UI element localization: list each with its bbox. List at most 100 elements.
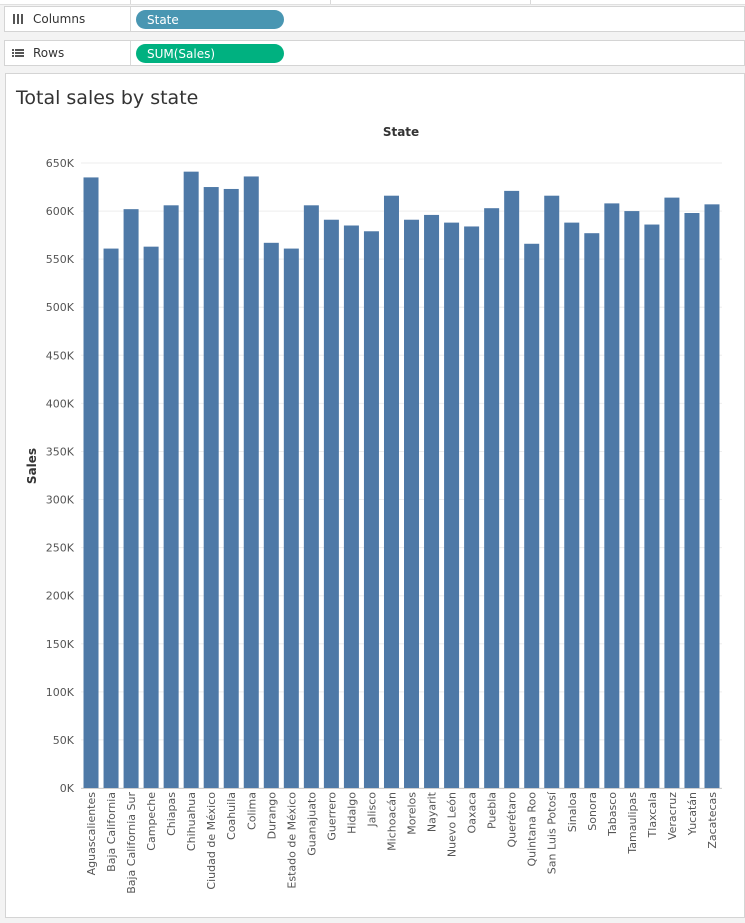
- x-tick-label: Aguascalientes: [85, 792, 98, 876]
- x-tick-label: Ciudad de México: [205, 792, 218, 890]
- y-tick-label: 0K: [60, 782, 75, 795]
- x-tick-label: Chiapas: [165, 792, 178, 836]
- x-tick-label: Nayarit: [426, 791, 439, 832]
- x-tick-label: Sonora: [586, 792, 599, 831]
- bar: [624, 211, 640, 789]
- x-tick-label: Coahuila: [225, 792, 238, 840]
- x-tick-label: Chihuahua: [185, 792, 198, 851]
- y-tick-label: 300K: [46, 494, 75, 507]
- x-tick-label: Veracruz: [666, 792, 679, 840]
- sheet-title: Total sales by state: [16, 87, 199, 109]
- x-tick-label: Guanajuato: [305, 792, 318, 856]
- bar: [103, 248, 119, 789]
- y-tick-label: 500K: [46, 301, 75, 314]
- bar: [584, 233, 600, 788]
- y-tick-label: 450K: [46, 349, 75, 362]
- x-tick-label: Nuevo León: [446, 792, 459, 857]
- x-tick-label: Zacatecas: [706, 792, 719, 849]
- x-tick-label: Puebla: [486, 792, 499, 829]
- sum-sales-pill[interactable]: SUM(Sales): [136, 44, 284, 63]
- strip-divider: [130, 0, 131, 4]
- bar: [424, 214, 440, 788]
- rows-shelf-label-area: Rows: [5, 41, 131, 65]
- x-tick-label: Yucatán: [686, 792, 699, 836]
- bar: [363, 231, 379, 788]
- strip-divider: [530, 0, 531, 4]
- bar: [143, 246, 159, 789]
- columns-icon: [7, 14, 29, 24]
- bar: [123, 209, 139, 789]
- rows-shelf[interactable]: Rows SUM(Sales): [4, 40, 745, 66]
- y-tick-label: 250K: [46, 542, 75, 555]
- columns-shelf[interactable]: Columns State: [4, 6, 745, 32]
- x-tick-label: Hidalgo: [345, 792, 358, 834]
- rows-shelf-label: Rows: [33, 46, 65, 60]
- bar: [644, 224, 660, 789]
- x-tick-label: Baja California Sur: [125, 792, 138, 894]
- top-toolbar-strip: [0, 0, 745, 5]
- x-tick-label: Oaxaca: [466, 792, 479, 833]
- bar: [183, 171, 199, 789]
- bar: [444, 222, 460, 789]
- y-tick-label: 200K: [46, 590, 75, 603]
- bar: [383, 195, 399, 788]
- bar: [323, 219, 339, 788]
- bar: [504, 190, 520, 788]
- bar: [203, 187, 219, 788]
- bar: [163, 205, 179, 789]
- x-tick-label: San Luis Potosí: [546, 791, 559, 874]
- bar: [484, 208, 500, 788]
- x-tick-label: Tamaulipas: [626, 792, 639, 855]
- bar: [283, 248, 299, 789]
- bar-chart: 0K 50K 100K 150K 200K 250K 300K 350K 400K 450K 500…: [25, 125, 722, 894]
- x-tick-label: Michoacán: [385, 792, 398, 851]
- bar: [464, 226, 480, 788]
- bar: [684, 213, 700, 788]
- y-tick-label: 350K: [46, 445, 75, 458]
- x-axis-title: State: [383, 125, 419, 139]
- x-tick-label: Querétaro: [506, 792, 519, 848]
- x-tick-label: Guerrero: [325, 792, 338, 841]
- x-tick-label: Jalisco: [365, 792, 378, 828]
- x-tick-label: Morelos: [406, 792, 419, 835]
- bar: [604, 203, 620, 788]
- columns-shelf-label: Columns: [33, 12, 86, 26]
- x-tick-label: Colima: [245, 792, 258, 830]
- x-axis-ticks: Aguascalientes Baja California Baja Califo…: [85, 791, 719, 894]
- x-tick-label: Durango: [265, 792, 278, 840]
- y-axis-ticks: 0K 50K 100K 150K 200K 250K 300K 350K 400K 450K 500…: [46, 157, 75, 795]
- bar: [343, 225, 359, 788]
- bottom-strip: [0, 918, 745, 923]
- view-panel: Total sales by state 0K 50K 100K 150K 200K 25…: [5, 73, 745, 918]
- bar: [664, 197, 680, 789]
- bar: [303, 205, 319, 789]
- y-tick-label: 50K: [53, 734, 75, 747]
- state-pill[interactable]: State: [136, 10, 284, 29]
- y-tick-label: 400K: [46, 397, 75, 410]
- rows-icon: [7, 48, 29, 58]
- x-tick-label: Tabasco: [606, 792, 619, 837]
- x-tick-label: Estado de México: [285, 792, 298, 889]
- columns-shelf-label-area: Columns: [5, 7, 131, 31]
- y-axis-title: Sales: [25, 448, 39, 484]
- bar: [404, 219, 420, 788]
- y-tick-label: 650K: [46, 157, 75, 170]
- bar: [83, 177, 99, 788]
- bar: [243, 176, 259, 788]
- bar: [704, 204, 720, 788]
- x-tick-label: Tlaxcala: [646, 792, 659, 838]
- bars: [83, 171, 720, 789]
- y-tick-label: 550K: [46, 253, 75, 266]
- x-tick-label: Campeche: [145, 792, 158, 851]
- bar: [223, 188, 239, 788]
- bar: [564, 222, 580, 789]
- bar: [263, 242, 279, 789]
- x-tick-label: Sinaloa: [566, 792, 579, 832]
- y-tick-label: 150K: [46, 638, 75, 651]
- strip-divider: [330, 0, 331, 4]
- y-tick-label: 600K: [46, 205, 75, 218]
- bar: [544, 195, 560, 788]
- y-tick-label: 100K: [46, 686, 75, 699]
- x-tick-label: Baja California: [105, 792, 118, 872]
- x-tick-label: Quintana Roo: [526, 792, 539, 867]
